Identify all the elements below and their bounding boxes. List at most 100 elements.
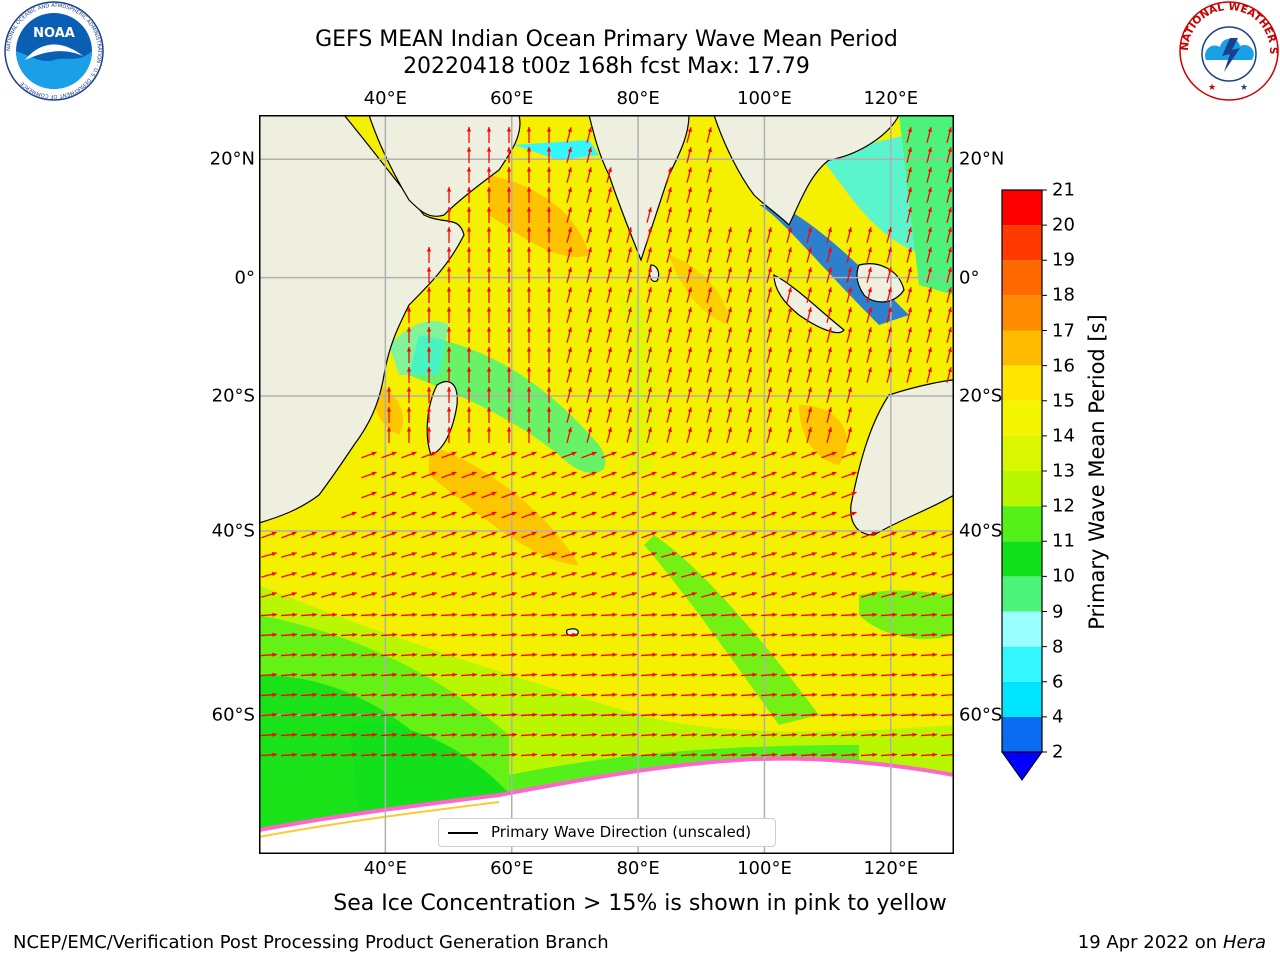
wave-arrow xyxy=(320,652,338,657)
wave-arrow xyxy=(640,692,658,697)
wave-arrow xyxy=(600,712,618,717)
wave-arrow xyxy=(780,652,798,657)
wave-arrow xyxy=(800,712,818,717)
wave-arrow xyxy=(800,632,818,637)
wave-arrow xyxy=(901,591,917,598)
wave-arrow xyxy=(700,692,718,697)
wave-arrow xyxy=(420,632,438,637)
wave-arrow xyxy=(581,551,597,558)
wave-arrow xyxy=(720,672,738,677)
wave-arrow xyxy=(741,591,757,598)
wave-arrow xyxy=(926,187,932,203)
colorbar-tick-label: 8 xyxy=(1052,636,1064,658)
wave-arrow xyxy=(620,732,638,737)
wave-arrow xyxy=(641,551,657,558)
wave-arrow xyxy=(741,451,757,459)
wave-arrow xyxy=(480,712,498,717)
wave-arrow xyxy=(420,652,438,657)
wave-arrow xyxy=(406,347,412,363)
wave-arrow xyxy=(360,712,378,717)
colorbar-segment xyxy=(1002,471,1042,507)
wave-arrow xyxy=(866,247,872,263)
wave-arrow xyxy=(580,632,598,637)
wave-arrow xyxy=(806,407,812,423)
wave-arrow xyxy=(541,551,557,558)
wave-arrow xyxy=(760,712,778,717)
wave-arrow xyxy=(626,307,632,323)
wave-arrow xyxy=(820,752,838,757)
wave-arrow xyxy=(381,511,397,519)
wave-arrow xyxy=(760,752,778,757)
footer-machine: Hera xyxy=(1222,932,1266,953)
wave-arrow xyxy=(466,367,472,383)
wave-arrow xyxy=(680,712,698,717)
wave-arrow xyxy=(821,531,837,539)
wave-arrow xyxy=(446,247,452,263)
wave-arrow xyxy=(586,387,592,403)
wave-arrow xyxy=(781,471,797,479)
wave-arrow xyxy=(601,531,617,539)
wave-arrow xyxy=(741,471,757,479)
wave-arrow xyxy=(666,227,672,243)
wave-arrow xyxy=(341,511,357,519)
wave-arrow xyxy=(821,571,837,578)
wave-arrow xyxy=(561,591,577,598)
wave-arrow xyxy=(480,632,498,637)
wave-arrow xyxy=(420,732,438,737)
wave-arrow xyxy=(746,227,752,243)
wave-arrow xyxy=(340,632,358,637)
wave-arrow xyxy=(566,287,572,303)
wave-arrow xyxy=(406,427,412,443)
wave-arrow xyxy=(300,612,318,617)
wave-arrow xyxy=(486,347,492,363)
wave-arrow xyxy=(800,612,818,617)
wave-arrow xyxy=(361,571,377,578)
wave-arrow xyxy=(546,207,552,223)
wave-arrow xyxy=(466,407,472,423)
wave-arrow xyxy=(860,652,878,657)
wave-arrow xyxy=(686,267,692,283)
wave-arrow xyxy=(626,327,632,343)
wave-arrow xyxy=(540,652,558,657)
wave-arrow xyxy=(661,531,677,539)
wave-arrow xyxy=(260,612,278,617)
wave-arrow xyxy=(381,571,397,578)
wave-arrow xyxy=(501,451,517,459)
wave-arrow xyxy=(466,127,472,143)
wave-arrow xyxy=(720,692,738,697)
wave-arrow xyxy=(780,632,798,637)
wave-arrow xyxy=(766,327,772,343)
wave-arrow xyxy=(666,347,672,363)
wave-arrow xyxy=(781,551,797,558)
wave-arrow xyxy=(486,227,492,243)
wave-arrow xyxy=(486,267,492,283)
wave-arrow xyxy=(661,551,677,558)
wave-arrow xyxy=(400,652,418,657)
footer-date: 19 Apr 2022 on Hera xyxy=(1078,932,1266,953)
wave-arrow xyxy=(280,652,298,657)
colorbar-tick-label: 17 xyxy=(1052,320,1075,341)
wave-arrow xyxy=(706,347,712,363)
wave-arrow xyxy=(540,752,558,757)
wave-arrow xyxy=(606,367,612,383)
wave-arrow xyxy=(526,267,532,283)
noaa-logo-text: NOAA xyxy=(33,26,75,41)
wave-arrow xyxy=(461,571,477,578)
wave-arrow xyxy=(640,752,658,757)
wave-arrow xyxy=(666,167,672,183)
wave-arrow xyxy=(501,531,517,539)
wave-arrow xyxy=(481,491,497,499)
wave-arrow xyxy=(701,571,717,578)
wave-arrow xyxy=(526,367,532,383)
wave-arrow xyxy=(561,471,577,479)
wave-arrow xyxy=(860,712,878,717)
wave-arrow xyxy=(746,387,752,403)
wave-arrow xyxy=(660,652,678,657)
wave-arrow xyxy=(666,307,672,323)
wave-arrow xyxy=(786,287,792,303)
sea-ice-edge xyxy=(259,756,954,832)
wave-direction-arrows xyxy=(260,127,954,757)
wave-arrow xyxy=(526,307,532,323)
wave-arrow xyxy=(500,692,518,697)
wave-arrow xyxy=(646,267,652,283)
